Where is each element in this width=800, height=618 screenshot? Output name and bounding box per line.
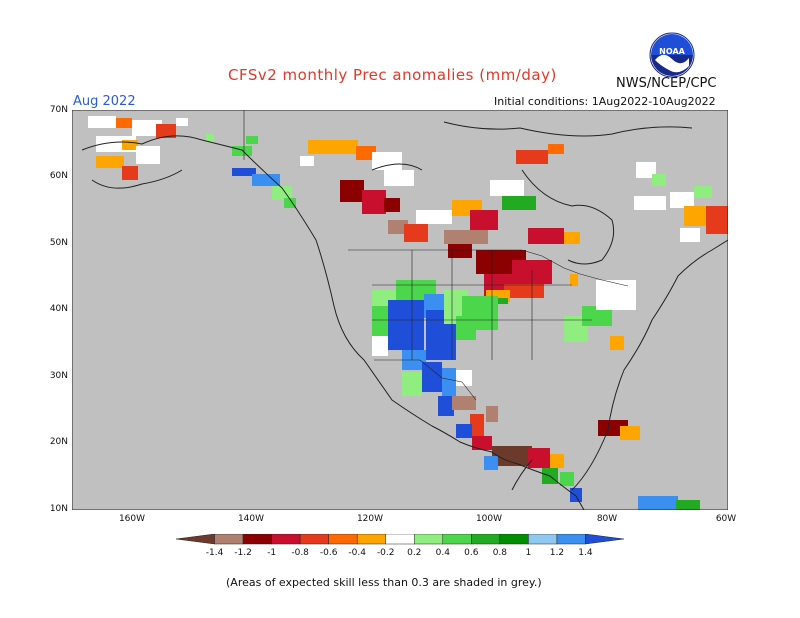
agency-label: NWS/NCEP/CPC xyxy=(616,76,717,91)
colorbar-tick-label: 0.2 xyxy=(407,548,422,558)
colorbar-cell xyxy=(528,534,558,545)
colorbar-cell xyxy=(414,534,444,545)
colorbar-tick-label: 0.8 xyxy=(492,548,508,558)
forecast-month: Aug 2022 xyxy=(73,94,136,109)
political-borders xyxy=(243,110,629,401)
southwest-wet-patches xyxy=(372,280,498,416)
colorbar-cell xyxy=(356,534,386,545)
colorbar-tick-label: -0.8 xyxy=(291,548,309,558)
lat-label-10n: 10N xyxy=(49,504,68,514)
colorbar-cell xyxy=(328,534,358,545)
colorbar-tick-label: 0.4 xyxy=(435,548,450,558)
colorbar-cells xyxy=(175,534,625,545)
colorbar-legend xyxy=(175,534,625,545)
noaa-logo-text: NOAA xyxy=(659,47,685,56)
colorbar-arrow-high xyxy=(585,534,625,545)
colorbar-tick-label: 1.2 xyxy=(549,548,565,558)
lon-label-140w: 140W xyxy=(237,514,265,524)
colorbar-cell xyxy=(471,534,501,545)
lon-label-60w: 60W xyxy=(715,514,737,524)
mexico-mixed-patches xyxy=(452,396,582,502)
colorbar-tick-label: -0.4 xyxy=(348,548,366,558)
colorbar-tick-label: 0.6 xyxy=(464,548,479,558)
precip-anomaly-map xyxy=(72,110,728,510)
colorbar-tick-label: -1.4 xyxy=(205,548,224,558)
lon-label-80w: 80W xyxy=(596,514,618,524)
lon-label-120w: 120W xyxy=(356,514,384,524)
colorbar-cell xyxy=(442,534,472,545)
lat-label-40n: 40N xyxy=(49,304,68,314)
colorbar-tick-label: -0.6 xyxy=(319,548,338,558)
colorbar-cell xyxy=(499,534,529,545)
coastlines xyxy=(81,121,728,510)
colorbar-arrow-low xyxy=(175,534,215,545)
map-title: CFSv2 monthly Prec anomalies (mm/day) xyxy=(228,66,557,84)
noaa-logo: NOAA xyxy=(649,32,695,78)
skill-footnote: (Areas of expected skill less than 0.3 a… xyxy=(226,576,542,589)
atlantic-canada-patches xyxy=(634,162,728,242)
lon-label-160w: 160W xyxy=(118,514,146,524)
east-caribbean-patches xyxy=(564,280,700,510)
colorbar-tick-label: 1.4 xyxy=(578,548,593,558)
colorbar-tick-label: -1.2 xyxy=(234,548,252,558)
colorbar-cell xyxy=(299,534,329,545)
lat-label-70n: 70N xyxy=(49,105,68,115)
colorbar-tick-label: 1 xyxy=(525,548,532,558)
lat-label-20n: 20N xyxy=(49,437,68,447)
lat-label-50n: 50N xyxy=(49,238,68,248)
initial-conditions: Initial conditions: 1Aug2022-10Aug2022 xyxy=(494,95,716,108)
north-canada-patches xyxy=(300,140,564,186)
colorbar-cell xyxy=(556,534,586,545)
bc-coast-patches xyxy=(232,136,296,208)
lat-label-60n: 60N xyxy=(49,171,68,181)
alaska-anomaly-patches xyxy=(88,116,214,180)
colorbar-tick-label: -1 xyxy=(267,548,277,558)
prairie-dry-patches xyxy=(340,180,580,258)
colorbar-cell xyxy=(242,534,272,545)
colorbar-cell xyxy=(271,534,301,545)
colorbar-tick-label: -0.2 xyxy=(376,548,395,558)
colorbar-cell xyxy=(214,534,244,545)
lat-label-30n: 30N xyxy=(49,371,68,381)
lon-label-100w: 100W xyxy=(475,514,503,524)
colorbar-cell xyxy=(385,534,415,545)
